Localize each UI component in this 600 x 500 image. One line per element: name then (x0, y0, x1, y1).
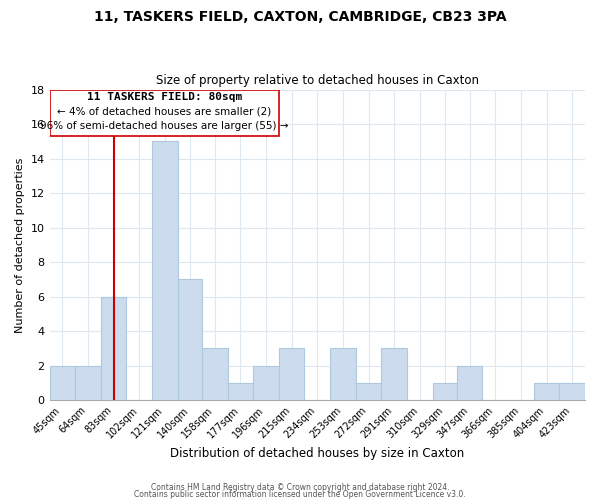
Bar (457, 366, 482, 400)
Text: 96% of semi-detached houses are larger (55) →: 96% of semi-detached houses are larger (… (40, 121, 289, 131)
Text: 11, TASKERS FIELD, CAXTON, CAMBRIDGE, CB23 3PA: 11, TASKERS FIELD, CAXTON, CAMBRIDGE, CB… (94, 10, 506, 24)
Bar (227, 383, 253, 400)
Bar (202, 348, 227, 400)
FancyBboxPatch shape (50, 90, 279, 136)
Bar (101, 296, 127, 400)
X-axis label: Distribution of detached houses by size in Caxton: Distribution of detached houses by size … (170, 447, 464, 460)
Bar (534, 383, 559, 400)
Bar (152, 142, 178, 400)
Bar (559, 383, 585, 400)
Bar (356, 383, 382, 400)
Y-axis label: Number of detached properties: Number of detached properties (15, 157, 25, 332)
Bar (253, 366, 279, 400)
Bar (50, 366, 75, 400)
Bar (433, 383, 457, 400)
Bar (75, 366, 101, 400)
Bar (382, 348, 407, 400)
Text: 11 TASKERS FIELD: 80sqm: 11 TASKERS FIELD: 80sqm (86, 92, 242, 102)
Text: Contains public sector information licensed under the Open Government Licence v3: Contains public sector information licen… (134, 490, 466, 499)
Text: Contains HM Land Registry data © Crown copyright and database right 2024.: Contains HM Land Registry data © Crown c… (151, 484, 449, 492)
Bar (178, 280, 202, 400)
Text: ← 4% of detached houses are smaller (2): ← 4% of detached houses are smaller (2) (57, 106, 271, 116)
Bar (330, 348, 356, 400)
Bar (279, 348, 304, 400)
Title: Size of property relative to detached houses in Caxton: Size of property relative to detached ho… (156, 74, 479, 87)
